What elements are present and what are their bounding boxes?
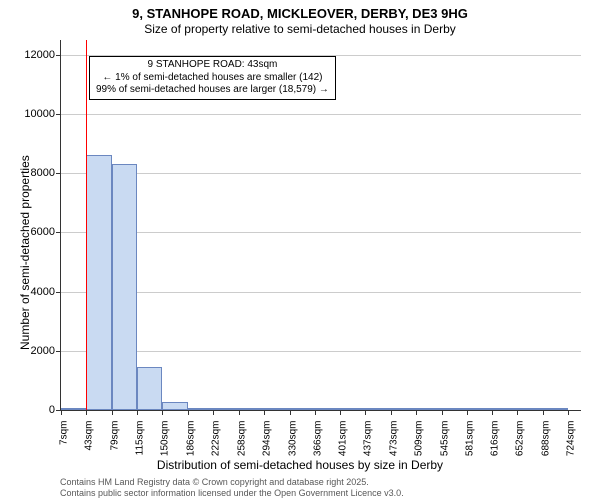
x-tick-mark <box>492 410 493 415</box>
x-tick-label: 79sqm <box>109 421 120 451</box>
histogram-bar <box>340 408 365 410</box>
y-tick-mark <box>56 55 61 56</box>
y-tick-mark <box>56 351 61 352</box>
x-tick-label: 186sqm <box>185 421 196 457</box>
x-tick-label: 222sqm <box>211 421 222 457</box>
y-tick-mark <box>56 173 61 174</box>
x-tick-mark <box>61 410 62 415</box>
chart-container: 9, STANHOPE ROAD, MICKLEOVER, DERBY, DE3… <box>0 0 600 500</box>
x-tick-label: 473sqm <box>388 421 399 457</box>
y-tick-label: 0 <box>5 404 55 416</box>
histogram-bar <box>290 408 315 410</box>
grid-line <box>61 351 581 352</box>
histogram-bar <box>365 408 390 410</box>
histogram-bar <box>112 164 137 410</box>
annotation-line-3: 99% of semi-detached houses are larger (… <box>96 84 329 97</box>
x-tick-label: 581sqm <box>465 421 476 457</box>
x-tick-label: 7sqm <box>59 421 70 445</box>
y-tick-label: 10000 <box>5 108 55 120</box>
annotation-line-1: 9 STANHOPE ROAD: 43sqm <box>96 59 329 72</box>
x-tick-mark <box>442 410 443 415</box>
histogram-bar <box>137 367 162 410</box>
x-tick-mark <box>340 410 341 415</box>
x-tick-label: 43sqm <box>84 421 95 451</box>
credits-line-1: Contains HM Land Registry data © Crown c… <box>60 477 404 487</box>
x-tick-mark <box>137 410 138 415</box>
histogram-bar <box>315 408 340 410</box>
histogram-bar <box>86 155 111 410</box>
histogram-bar <box>239 408 264 410</box>
y-tick-mark <box>56 232 61 233</box>
x-tick-mark <box>543 410 544 415</box>
x-tick-mark <box>264 410 265 415</box>
x-tick-mark <box>365 410 366 415</box>
x-tick-mark <box>416 410 417 415</box>
annotation-box: 9 STANHOPE ROAD: 43sqm ← 1% of semi-deta… <box>89 56 336 100</box>
histogram-bar <box>188 408 213 410</box>
x-tick-label: 150sqm <box>160 421 171 457</box>
plot-area: 9 STANHOPE ROAD: 43sqm ← 1% of semi-deta… <box>60 40 581 411</box>
histogram-bar <box>264 408 289 410</box>
histogram-bar <box>61 408 86 410</box>
y-tick-mark <box>56 114 61 115</box>
x-tick-mark <box>315 410 316 415</box>
x-tick-mark <box>213 410 214 415</box>
histogram-bar <box>442 408 467 410</box>
x-tick-mark <box>86 410 87 415</box>
histogram-bar <box>467 408 492 410</box>
histogram-bar <box>517 408 542 410</box>
histogram-bar <box>213 408 238 410</box>
grid-line <box>61 173 581 174</box>
y-axis-title: Number of semi-detached properties <box>18 155 32 350</box>
histogram-bar <box>162 402 187 410</box>
x-tick-label: 294sqm <box>262 421 273 457</box>
x-tick-label: 115sqm <box>135 421 146 456</box>
x-tick-mark <box>290 410 291 415</box>
x-tick-label: 437sqm <box>363 421 374 457</box>
histogram-bar <box>391 408 416 410</box>
x-tick-label: 652sqm <box>515 421 526 457</box>
histogram-bar <box>492 408 517 410</box>
x-tick-label: 688sqm <box>540 421 551 457</box>
x-tick-label: 724sqm <box>566 421 577 457</box>
annotation-line-2: ← 1% of semi-detached houses are smaller… <box>96 72 329 85</box>
credits-block: Contains HM Land Registry data © Crown c… <box>60 477 404 498</box>
grid-line <box>61 114 581 115</box>
chart-title-main: 9, STANHOPE ROAD, MICKLEOVER, DERBY, DE3… <box>0 6 600 21</box>
x-tick-mark <box>188 410 189 415</box>
x-tick-label: 401sqm <box>337 421 348 457</box>
x-tick-mark <box>568 410 569 415</box>
x-tick-label: 616sqm <box>489 421 500 457</box>
x-tick-mark <box>517 410 518 415</box>
chart-title-sub: Size of property relative to semi-detach… <box>0 22 600 36</box>
y-tick-label: 2000 <box>5 345 55 357</box>
y-tick-label: 4000 <box>5 286 55 298</box>
x-tick-mark <box>467 410 468 415</box>
x-tick-label: 366sqm <box>312 421 323 457</box>
credits-line-2: Contains public sector information licen… <box>60 488 404 498</box>
histogram-bar <box>416 408 441 410</box>
x-axis-title: Distribution of semi-detached houses by … <box>0 458 600 472</box>
x-tick-mark <box>112 410 113 415</box>
y-tick-label: 6000 <box>5 226 55 238</box>
property-marker-line <box>86 40 87 410</box>
y-tick-label: 8000 <box>5 167 55 179</box>
x-tick-mark <box>391 410 392 415</box>
x-tick-mark <box>239 410 240 415</box>
y-tick-mark <box>56 292 61 293</box>
x-tick-mark <box>162 410 163 415</box>
x-tick-label: 509sqm <box>414 421 425 457</box>
grid-line <box>61 232 581 233</box>
x-tick-label: 258sqm <box>236 421 247 457</box>
y-tick-label: 12000 <box>5 49 55 61</box>
grid-line <box>61 292 581 293</box>
histogram-bar <box>543 408 568 410</box>
x-tick-label: 545sqm <box>439 421 450 457</box>
x-tick-label: 330sqm <box>287 421 298 457</box>
